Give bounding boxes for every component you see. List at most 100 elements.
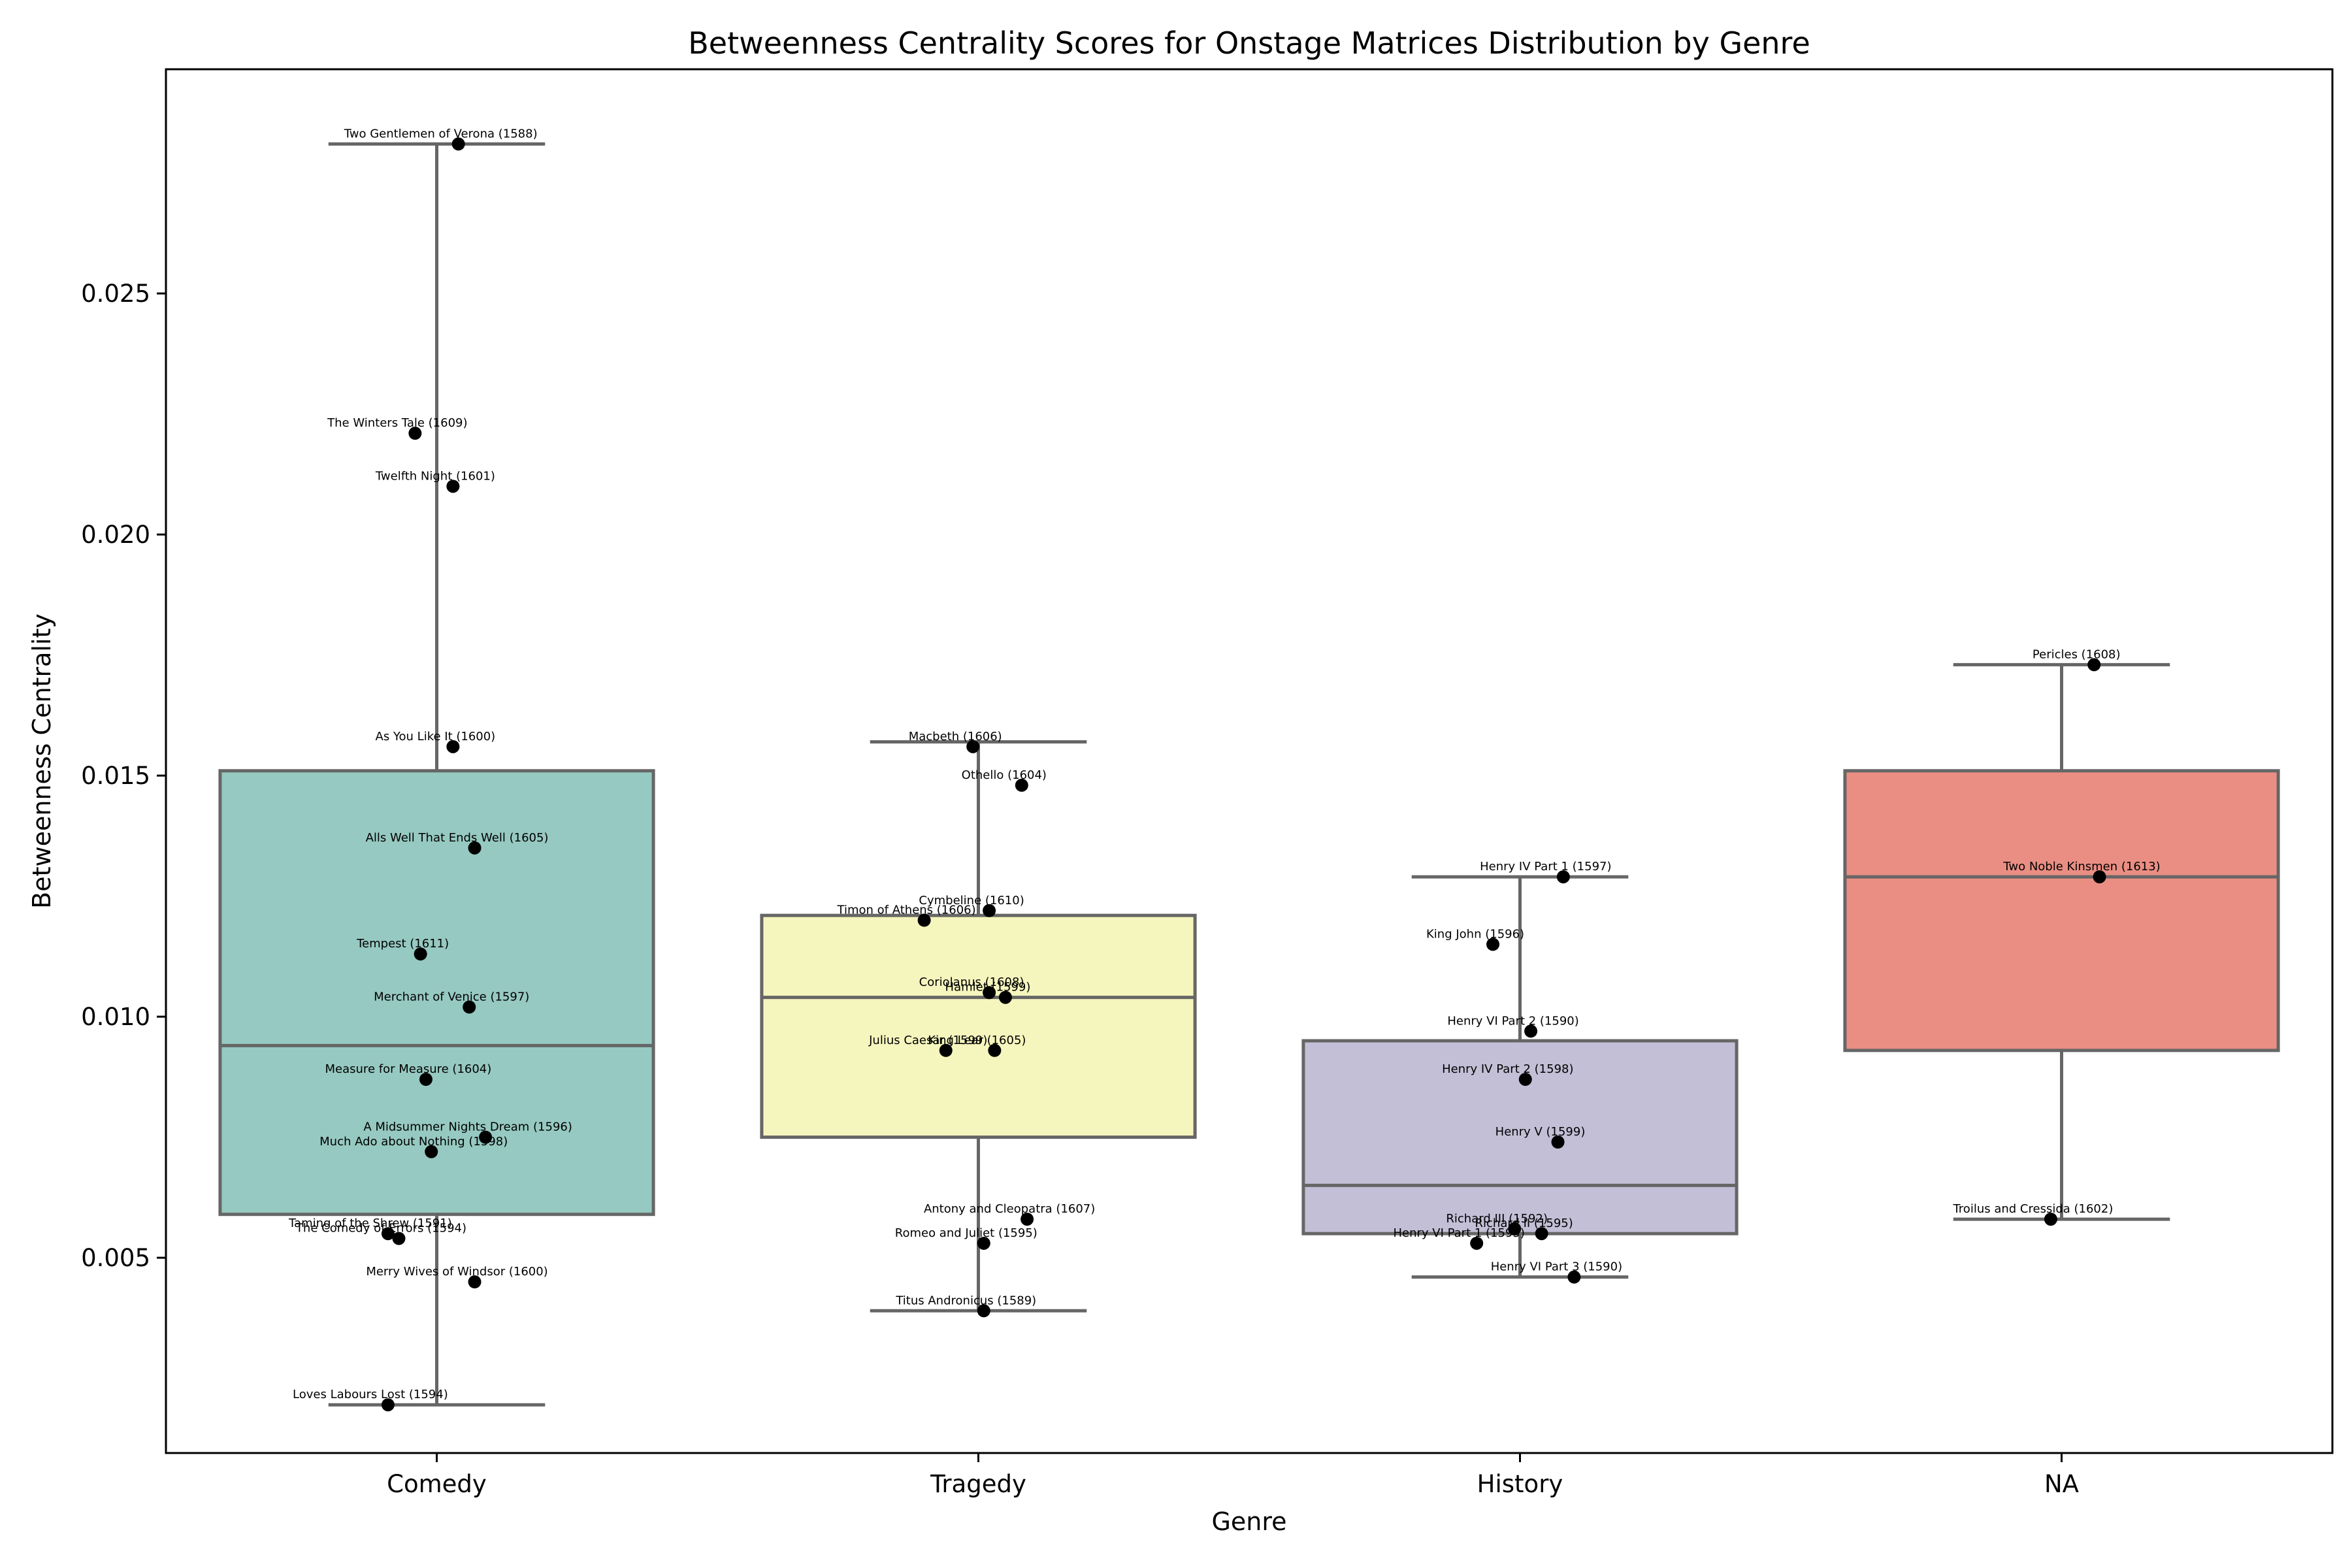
box-iqr [760,913,1197,1139]
data-point [988,1043,1002,1057]
data-point [414,947,427,961]
point-label: Titus Andronicus (1589) [895,1294,1036,1307]
point-label: Taming of the Shrew (1591) [288,1217,452,1230]
data-point [1567,1270,1581,1284]
point-label: Merchant of Venice (1597) [374,990,529,1004]
plot-frame [165,68,2334,1454]
x-axis-label: Genre [1211,1507,1286,1536]
point-label: Julius Caesar (1599) [868,1034,987,1047]
data-point [2093,870,2106,884]
point-label: Henry IV Part 1 (1597) [1480,860,1611,874]
point-label: Two Gentlemen of Verona (1588) [344,127,538,140]
data-point [381,1227,395,1241]
data-point [479,1130,493,1144]
data-point [419,1073,433,1086]
data-point [446,740,460,753]
point-label: Twelfth Night (1601) [375,469,495,483]
data-point [381,1398,395,1412]
data-point [468,1275,482,1289]
data-point [1518,1073,1532,1086]
points-layer: Two Gentlemen of Verona (1588) The Winter… [288,127,2161,1412]
point-label: Loves Labours Lost (1594) [293,1388,448,1401]
point-label: Richard II (1595) [1475,1217,1573,1230]
point-label: Richard III (1592) [1446,1212,1548,1226]
point-label: King John (1596) [1426,927,1524,941]
data-point [2087,658,2101,672]
box-iqr [218,769,655,1217]
point-label: Alls Well That Ends Well (1605) [366,831,549,845]
point-label: Henry V (1599) [1495,1125,1586,1139]
data-point [1015,778,1028,792]
data-point [977,1304,990,1318]
data-point [463,1000,476,1014]
y-axis: 0.005 0.010 0.015 0.020 0.025 [81,280,166,1272]
point-label: The Winters Tale (1609) [327,416,467,430]
data-point [1470,1236,1484,1250]
boxes-layer [218,142,2280,1407]
point-label: Timon of Athens (1606) [837,904,976,917]
y-tick-label: 0.025 [81,280,150,308]
point-label: Othello (1604) [962,768,1047,782]
point-label: Cymbeline (1610) [919,894,1024,907]
x-axis: Comedy Tragedy History NA [387,1453,2079,1498]
data-point [425,1145,438,1158]
y-axis-label: Betweenness Centrality [27,613,56,909]
box-group [760,740,1197,1313]
point-label: Two Noble Kinsmen (1613) [2002,860,2160,874]
x-tick-label: Tragedy [930,1470,1026,1498]
point-label: Henry VI Part 2 (1590) [1447,1014,1578,1028]
box-group [1843,662,2280,1221]
point-label: Henry VI Part 1 (1595) [1393,1226,1524,1240]
data-point [392,1232,406,1245]
point-label: Measure for Measure (1604) [325,1062,492,1076]
point-label: Henry IV Part 2 (1598) [1442,1062,1573,1076]
point-label: Much Ado about Nothing (1598) [319,1135,508,1149]
box-iqr [1301,1039,1739,1235]
point-label: Antony and Cleopatra (1607) [924,1202,1095,1216]
data-point [917,913,931,927]
data-point [983,986,996,1000]
data-point [1556,870,1570,884]
y-tick-label: 0.010 [81,1003,150,1031]
data-point [1524,1024,1538,1038]
data-point [408,427,422,440]
point-label: Merry Wives of Windsor (1600) [366,1265,547,1279]
point-label: Coriolanus (1608) [919,975,1024,989]
y-tick-label: 0.005 [81,1244,150,1272]
point-label: Macbeth (1606) [909,730,1002,743]
y-tick-label: 0.015 [81,762,150,790]
box-group [218,142,655,1407]
point-label: The Comedy of Errors (1594) [295,1222,466,1235]
data-point [446,480,460,493]
data-point [451,137,465,151]
data-point [977,1236,990,1250]
point-label: Hamlet (1599) [945,981,1031,994]
data-point [939,1043,953,1057]
point-label: Pericles (1608) [2033,647,2121,661]
x-tick-label: NA [2044,1470,2079,1498]
data-point [468,841,482,855]
point-label: As You Like It (1600) [376,730,496,743]
point-label: A Midsummer Nights Dream (1596) [363,1120,572,1134]
data-point [1486,938,1500,951]
box-group [1301,875,1739,1279]
box-iqr [1843,769,2280,1053]
data-point [998,990,1012,1004]
x-tick-label: Comedy [387,1470,487,1498]
point-label: Troilus and Cressida (1602) [1952,1202,2113,1216]
data-point [2044,1213,2057,1226]
point-label: Romeo and Juliet (1595) [895,1226,1037,1240]
y-tick-label: 0.020 [81,521,150,549]
x-tick-label: History [1477,1470,1563,1498]
data-point [1551,1135,1565,1149]
data-point [1021,1213,1034,1226]
chart-title: Betweenness Centrality Scores for Onstag… [688,25,1810,61]
data-point [1508,1222,1522,1235]
data-point [966,740,980,753]
point-label: King Lear (1605) [928,1034,1026,1047]
point-label: Henry VI Part 3 (1590) [1491,1260,1622,1274]
data-point [1535,1227,1548,1241]
point-label: Tempest (1611) [356,937,449,951]
data-point [983,904,996,917]
